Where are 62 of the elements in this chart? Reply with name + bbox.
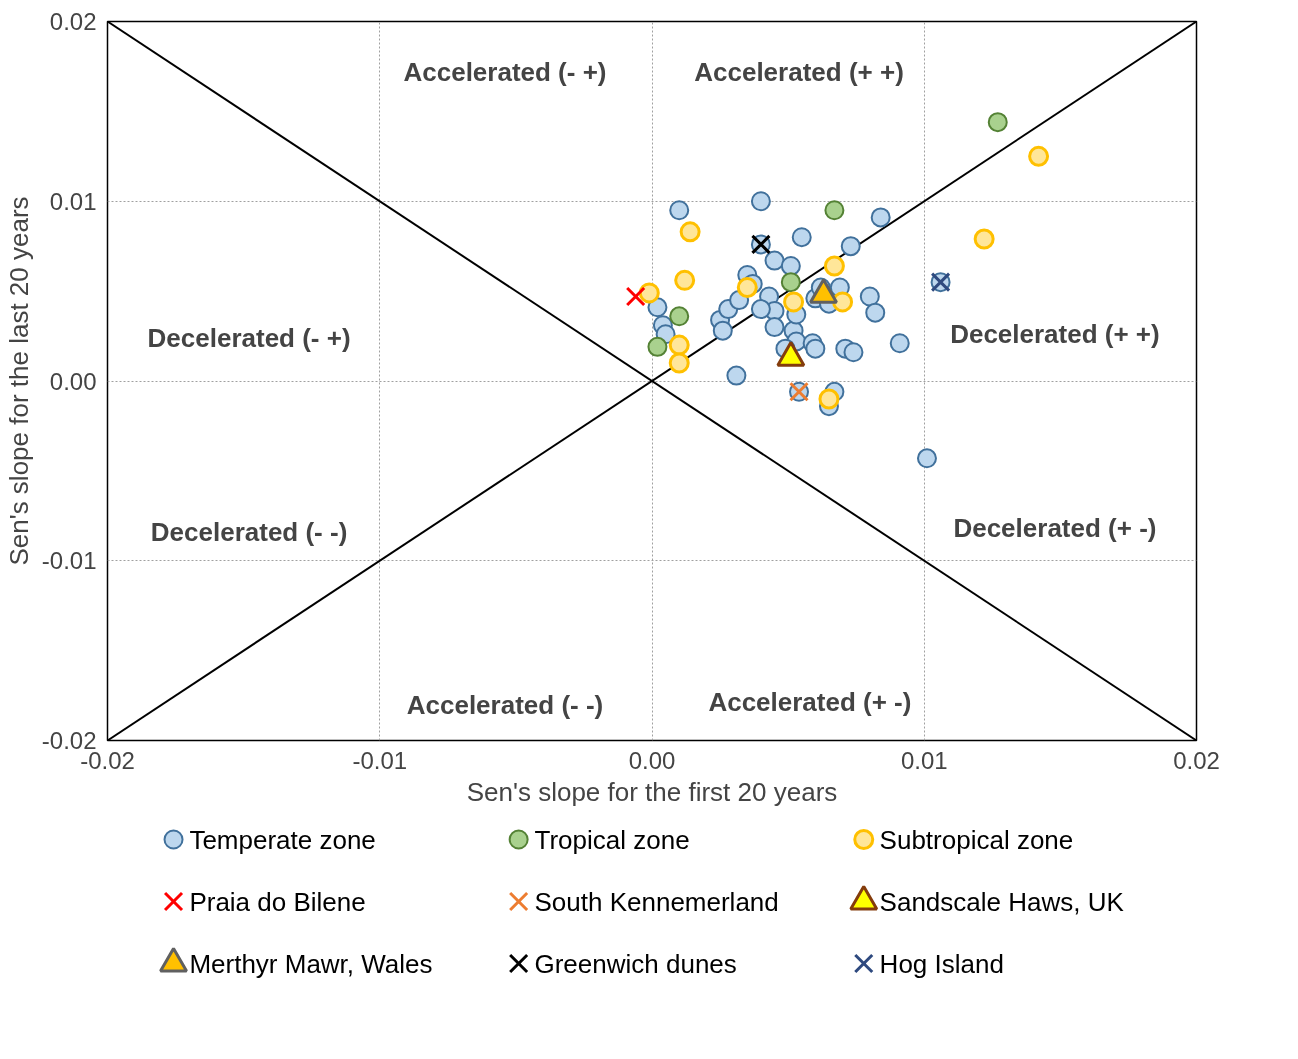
point (780, 272, 801, 293)
y-tick-label: 0.02 (49, 8, 97, 35)
x-tick-label: 0.02 (1173, 746, 1220, 774)
point (987, 112, 1008, 133)
point (859, 286, 880, 307)
point (726, 365, 747, 386)
point (647, 336, 668, 357)
point (843, 342, 864, 363)
annotation: Decelerated (+ +) (950, 319, 1160, 350)
annotation: Accelerated (- -) (406, 689, 604, 720)
point (669, 200, 690, 221)
point (668, 352, 690, 374)
point (750, 299, 771, 320)
annotation: Decelerated (- +) (147, 322, 351, 353)
point (638, 282, 660, 304)
point (750, 191, 771, 212)
y-tick-label: 0.00 (49, 367, 97, 395)
annotation: Decelerated (- -) (150, 516, 348, 547)
annotation: Accelerated (+ -) (708, 686, 912, 717)
point (674, 269, 696, 291)
point (818, 388, 840, 410)
point (916, 448, 937, 469)
legend-label: Praia do Bilene (189, 886, 366, 917)
legend-label: Sandscale Haws, UK (879, 886, 1125, 917)
x-tick-label: -0.01 (352, 746, 408, 774)
legend-label: Subtropical zone (879, 824, 1074, 855)
point (824, 200, 845, 221)
annotation: Accelerated (- +) (403, 56, 607, 87)
legend-label: Greenwich dunes (534, 948, 737, 979)
y-tick-label: 0.01 (49, 187, 97, 215)
point (679, 221, 701, 243)
point (870, 207, 891, 228)
y-axis-title: Sen's slope for the last 20 years (3, 196, 34, 566)
point (712, 320, 733, 341)
x-tick-label: 0.01 (900, 746, 948, 774)
annotation: Decelerated (+ -) (953, 513, 1157, 544)
legend-label: Hog Island (879, 948, 1004, 979)
y-tick-label: -0.01 (41, 547, 97, 575)
annotation: Accelerated (+ +) (694, 56, 904, 87)
point (669, 306, 690, 327)
point (865, 302, 886, 323)
point (764, 250, 785, 271)
point (625, 286, 646, 307)
point (973, 228, 995, 250)
point (1028, 145, 1050, 167)
point (764, 317, 785, 338)
point (823, 255, 845, 277)
point (805, 338, 826, 359)
legend-label: Merthyr Mawr, Wales (189, 948, 433, 979)
x-axis-title: Sen's slope for the first 20 years (466, 776, 838, 807)
point (783, 291, 805, 313)
legend-label: South Kennemerland (534, 886, 779, 917)
point (791, 227, 812, 248)
point (832, 291, 854, 313)
point (889, 333, 910, 354)
point (668, 334, 690, 356)
legend-label: Temperate zone (189, 824, 376, 855)
point (736, 277, 758, 299)
legend-label: Tropical zone (534, 824, 690, 855)
x-tick-label: 0.00 (628, 746, 676, 774)
point (840, 236, 861, 257)
point (780, 255, 801, 276)
